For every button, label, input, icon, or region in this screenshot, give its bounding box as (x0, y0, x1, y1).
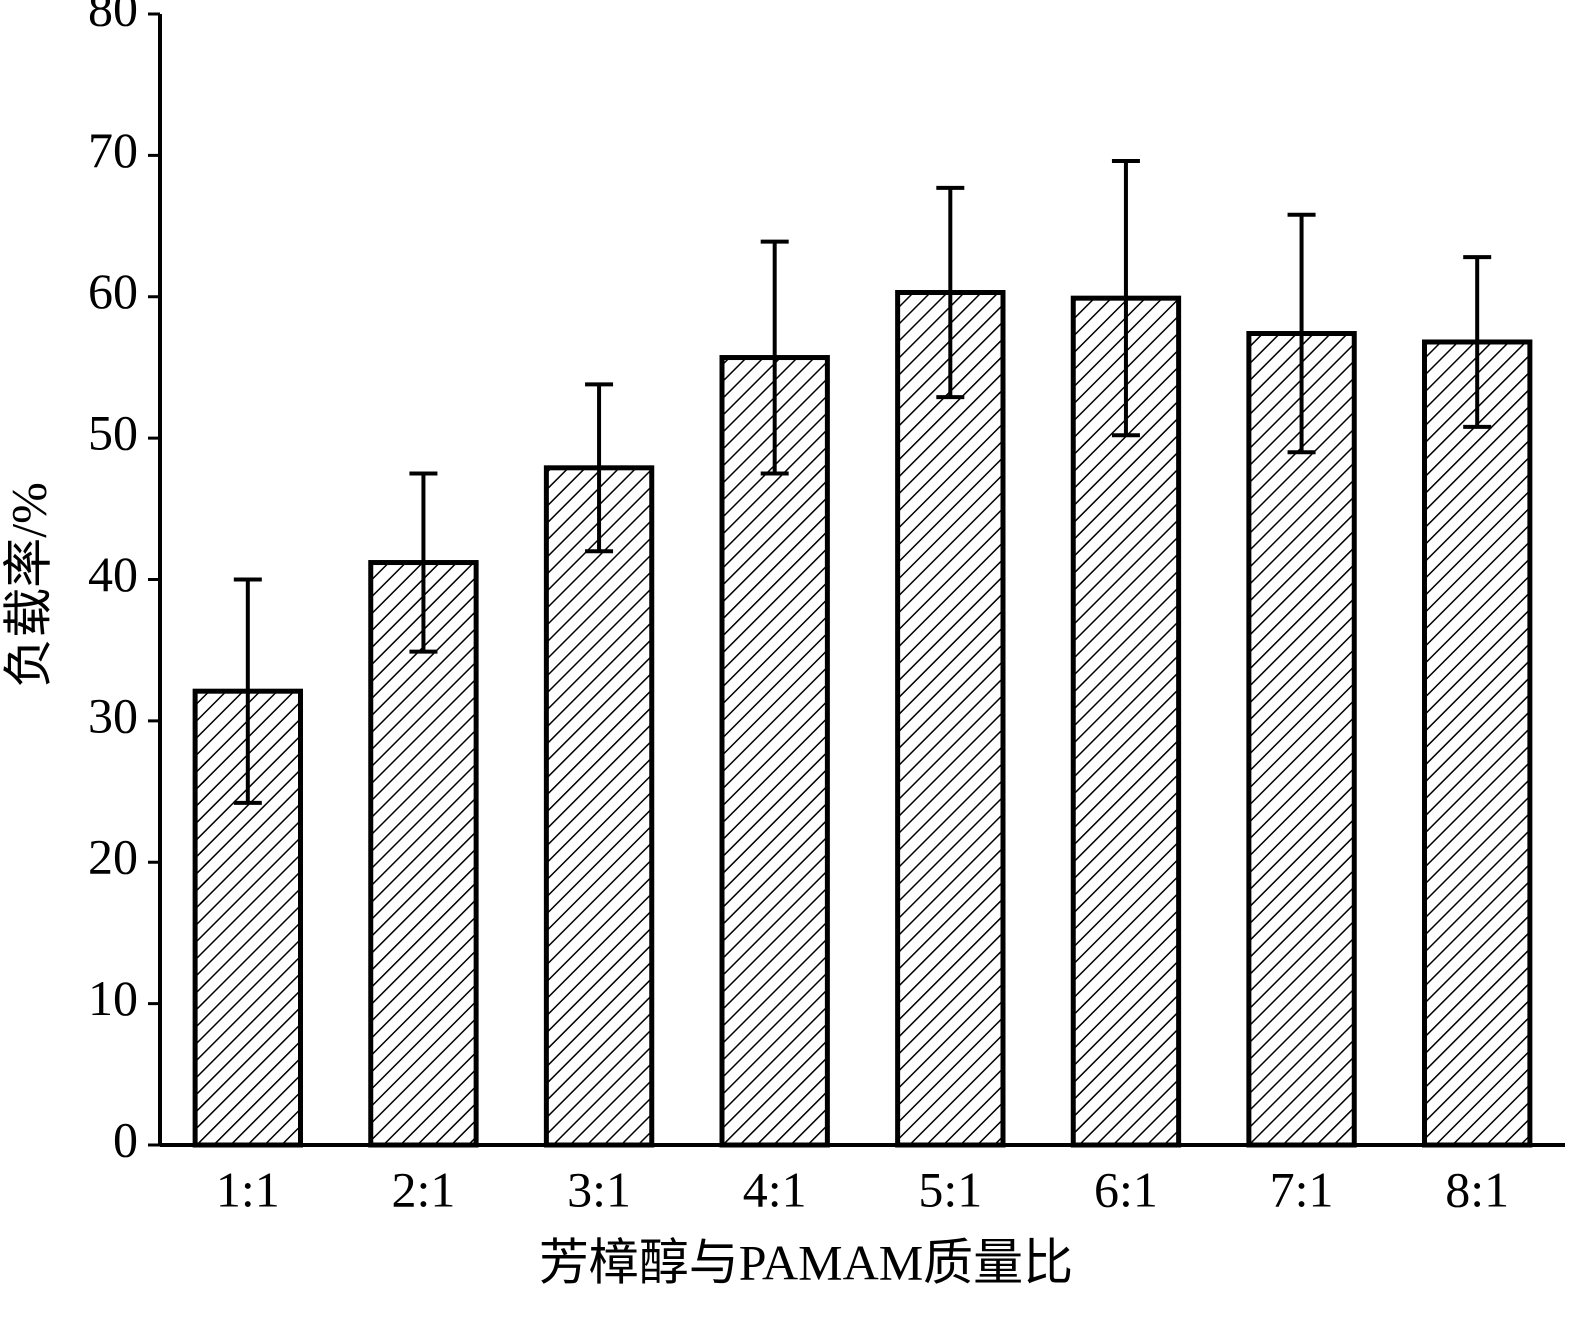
x-axis-label: 芳樟醇与PAMAM质量比 (539, 1234, 1073, 1290)
x-tick-label: 3:1 (567, 1161, 631, 1217)
bar (1422, 339, 1533, 1148)
y-tick-label: 50 (88, 405, 138, 461)
error-bar (1287, 212, 1316, 455)
y-tick-label: 60 (88, 263, 138, 319)
y-tick-label: 40 (88, 546, 138, 602)
bar (719, 355, 830, 1148)
error-bar (409, 471, 438, 654)
error-bar (936, 185, 965, 400)
x-tick-label: 2:1 (391, 1161, 455, 1217)
bar (895, 290, 1006, 1148)
y-tick-label: 20 (88, 829, 138, 885)
error-bar (1463, 255, 1492, 429)
y-axis-label: 负载率/% (0, 482, 56, 688)
x-tick-label: 7:1 (1270, 1161, 1334, 1217)
x-tick-label: 4:1 (743, 1161, 807, 1217)
y-tick-label: 80 (88, 0, 138, 36)
y-tick-label: 30 (88, 687, 138, 743)
x-tick-label: 6:1 (1094, 1161, 1158, 1217)
y-tick-label: 0 (113, 1111, 138, 1167)
x-tick-label: 5:1 (918, 1161, 982, 1217)
error-bar (1111, 159, 1140, 438)
bar (1246, 331, 1357, 1148)
error-bar (233, 577, 262, 805)
x-tick-label: 1:1 (216, 1161, 280, 1217)
error-bar (585, 382, 614, 554)
x-tick-label: 8:1 (1445, 1161, 1509, 1217)
bar (543, 465, 655, 1148)
error-bar (760, 239, 789, 476)
y-tick-label: 10 (88, 970, 138, 1026)
y-tick-label: 70 (88, 122, 138, 178)
